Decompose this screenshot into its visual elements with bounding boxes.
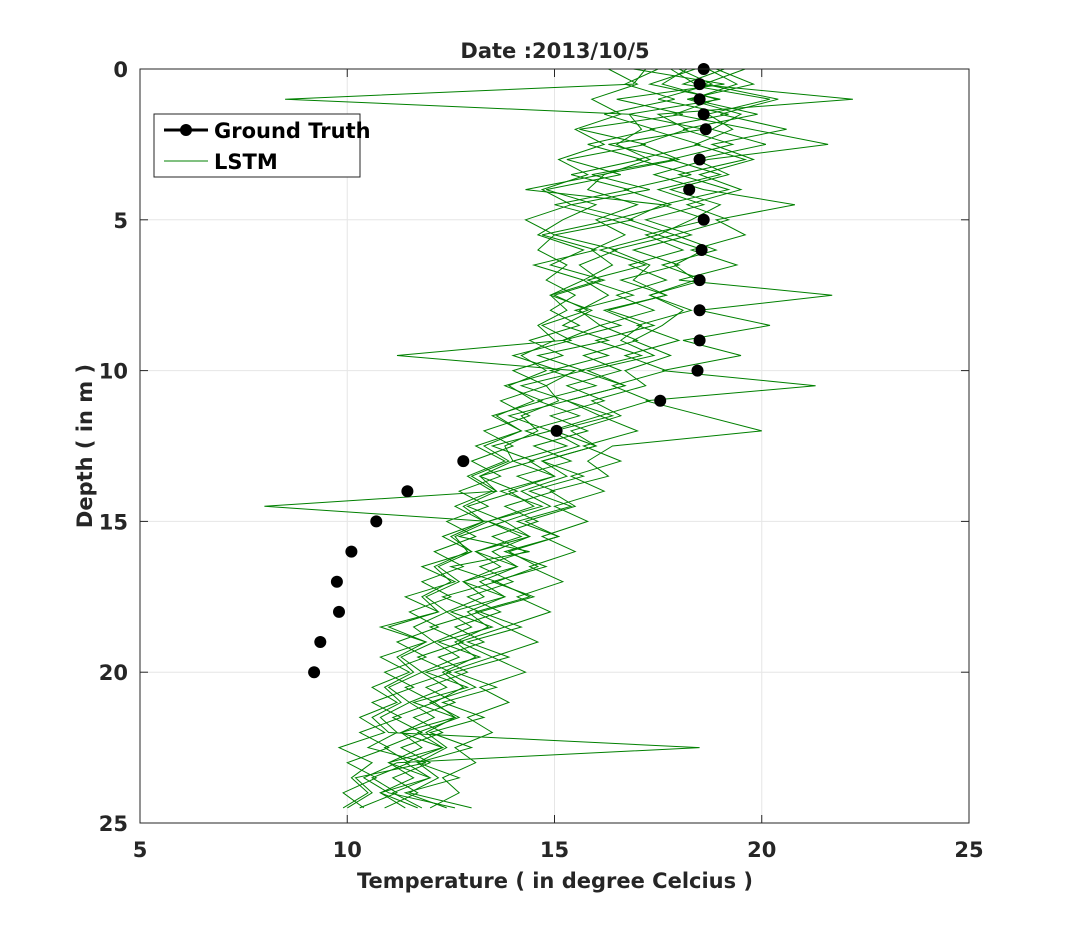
- lstm-profile-line: [391, 68, 833, 809]
- lstm-profile-line: [429, 68, 787, 809]
- lstm-profile-line: [347, 68, 675, 809]
- ground-truth-point: [330, 575, 343, 588]
- legend-ground-truth-marker: [180, 124, 192, 136]
- x-tick-label: 10: [333, 838, 362, 862]
- legend-lstm-label: LSTM: [214, 150, 278, 174]
- ground-truth-point: [683, 183, 696, 196]
- lstm-profile-line: [359, 68, 721, 809]
- ground-truth-point: [401, 485, 414, 498]
- ground-truth-series: [308, 63, 712, 679]
- x-tick-label: 5: [133, 838, 148, 862]
- y-axis-label: Depth ( in m ): [73, 364, 97, 528]
- y-tick-label: 20: [99, 661, 128, 685]
- lstm-profile-line: [403, 68, 758, 809]
- ground-truth-point: [333, 605, 345, 618]
- ground-truth-point: [308, 666, 321, 679]
- chart-title: Date :2013/10/5: [460, 39, 649, 63]
- ground-truth-point: [699, 123, 712, 136]
- y-tick-label: 0: [113, 58, 128, 82]
- ground-truth-point: [693, 93, 706, 106]
- ground-truth-point: [314, 636, 327, 648]
- x-tick-label: 25: [954, 838, 983, 862]
- ground-truth-point: [697, 213, 710, 226]
- ground-truth-point: [697, 108, 710, 121]
- ground-truth-point: [550, 424, 563, 437]
- ground-truth-point: [693, 153, 706, 166]
- ground-truth-point: [693, 78, 706, 91]
- y-tick-label: 10: [99, 360, 128, 384]
- ground-truth-point: [345, 545, 358, 558]
- ground-truth-point: [695, 244, 708, 256]
- ground-truth-point: [693, 334, 706, 347]
- lstm-profile-line: [384, 68, 771, 809]
- ground-truth-point: [654, 394, 667, 407]
- y-tick-label: 25: [99, 812, 128, 836]
- legend: Ground Truth LSTM: [153, 113, 371, 178]
- lstm-profile-line: [342, 68, 639, 809]
- axis-ticks: 5 10 15 20 25 0 5 10 15 20 25: [99, 58, 984, 862]
- x-tick-label: 15: [540, 838, 569, 862]
- ground-truth-point: [457, 455, 470, 468]
- y-tick-label: 15: [99, 510, 128, 534]
- lstm-series: [264, 68, 853, 809]
- x-tick-label: 20: [747, 838, 776, 862]
- legend-ground-truth-label: Ground Truth: [214, 119, 371, 143]
- ground-truth-point: [370, 515, 383, 528]
- x-axis-label: Temperature ( in degree Celcius ): [357, 869, 753, 893]
- ground-truth-point: [693, 304, 706, 317]
- ground-truth-point: [691, 364, 704, 377]
- y-tick-label: 5: [113, 209, 128, 233]
- lstm-profile-line: [378, 68, 729, 809]
- ground-truth-point: [693, 274, 706, 287]
